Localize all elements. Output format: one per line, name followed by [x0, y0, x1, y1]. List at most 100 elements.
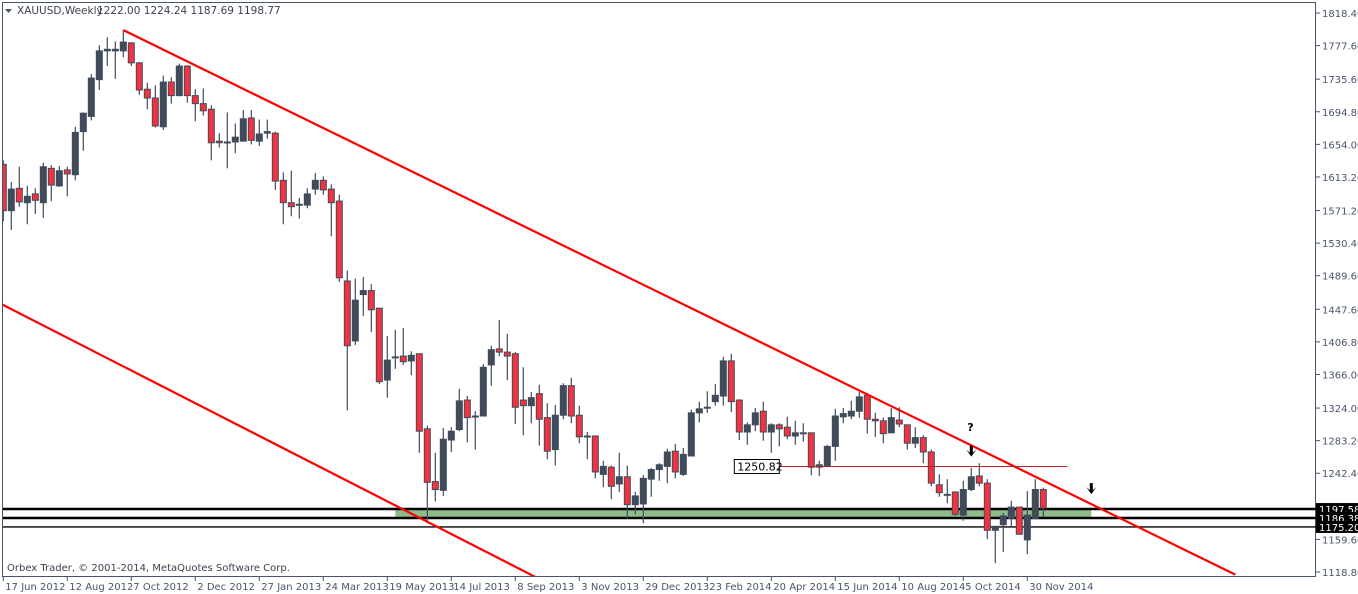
price-axis: 1818.40 1777.60 1735.60 1694.80 1654.00 1613.…	[1316, 9, 1358, 579]
bull-candle-body	[631, 495, 639, 506]
candle	[207, 105, 215, 161]
candle	[983, 479, 991, 540]
candle	[103, 37, 111, 67]
bull-candle-body	[711, 394, 719, 403]
candle	[743, 422, 751, 445]
triangle-down-icon[interactable]	[5, 9, 12, 13]
candle	[495, 320, 503, 357]
candle	[591, 435, 599, 479]
bear-candle-body	[903, 424, 911, 444]
candle	[111, 41, 119, 79]
bear-candle-body	[335, 200, 343, 279]
bear-candle-body	[519, 399, 527, 407]
y-tick-label: 1694.80	[1322, 108, 1358, 119]
candle	[831, 408, 839, 461]
bear-candle-body	[423, 428, 431, 483]
candle	[919, 435, 927, 464]
y-tick-label: 1613.20	[1322, 173, 1358, 184]
bull-candle-body	[383, 359, 391, 381]
candle	[303, 188, 311, 209]
x-tick-label: 15 Jun 2014	[837, 582, 897, 593]
candle	[343, 270, 351, 411]
chart-header: XAUUSD,Weekly 1222.00 1224.24 1187.69 11…	[5, 5, 281, 17]
candle	[159, 75, 167, 130]
candle	[535, 384, 543, 446]
bull-candle-body	[439, 438, 447, 491]
bull-candle-body	[239, 118, 247, 142]
plot-frame	[2, 2, 1316, 577]
arrow-down-icon	[1086, 483, 1097, 495]
candle	[319, 176, 327, 195]
candle	[423, 425, 431, 524]
candle	[999, 512, 1007, 552]
copyright-text: Orbex Trader, © 2001-2014, MetaQuotes So…	[7, 563, 290, 574]
candle	[335, 194, 343, 282]
candle	[583, 432, 591, 460]
candle	[879, 417, 887, 444]
bull-candle-body	[175, 65, 183, 97]
candle	[767, 423, 775, 453]
bull-candle-body	[911, 437, 919, 444]
candle	[95, 45, 103, 91]
candle	[703, 391, 711, 413]
x-tick-label: 7 Oct 2012	[133, 582, 188, 593]
bull-candle-body	[695, 408, 703, 414]
candle	[615, 452, 623, 492]
bull-candle-body	[831, 415, 839, 447]
bull-candle-body	[599, 465, 607, 475]
x-tick-label: 23 Feb 2014	[709, 582, 771, 593]
candle	[175, 63, 183, 97]
bear-candle-body	[935, 484, 943, 494]
candle	[31, 188, 39, 214]
candle	[943, 479, 951, 504]
bull-candle-body	[687, 412, 695, 457]
bear-candle-body	[951, 491, 959, 515]
bear-candle-body	[15, 187, 23, 203]
y-tick-label: 1324.00	[1322, 404, 1358, 415]
candle	[991, 525, 999, 564]
bull-candle-body	[839, 413, 847, 418]
bear-candle-body	[975, 475, 983, 484]
bear-candle-body	[863, 394, 871, 420]
y-tick-label: 1242.40	[1322, 469, 1358, 480]
y-tick-label: 1159.60	[1322, 535, 1358, 546]
bull-candle-body	[791, 432, 799, 437]
candle	[599, 460, 607, 488]
bull-candle-body	[639, 477, 647, 505]
ohlc-readout: 1222.00 1224.24 1187.69 1198.77	[97, 5, 281, 17]
bear-candle-body	[31, 193, 39, 201]
candle	[479, 364, 487, 417]
candle	[783, 416, 791, 440]
bull-candle-body	[71, 131, 79, 176]
bull-candle-body	[359, 290, 367, 296]
bull-candle-body	[447, 430, 455, 441]
y-tick-label: 1489.60	[1322, 272, 1358, 283]
bear-candle-body	[511, 353, 519, 408]
candle	[663, 448, 671, 484]
bull-candle-body	[351, 299, 359, 342]
x-tick-label: 5 Oct 2014	[965, 582, 1020, 593]
candle	[63, 166, 71, 197]
candle	[975, 463, 983, 487]
bear-candle-body	[343, 280, 351, 347]
candle	[231, 123, 239, 154]
bear-candle-body	[135, 62, 143, 91]
bull-candle-body	[487, 349, 495, 366]
bear-candle-body	[983, 482, 991, 531]
candle	[967, 467, 975, 492]
question-mark-icon: ?	[967, 421, 973, 434]
bull-candle-body	[967, 476, 975, 491]
bear-candle-body	[591, 435, 599, 473]
bull-candle-body	[159, 81, 167, 128]
candle	[799, 423, 807, 442]
bull-candle-body	[1023, 514, 1031, 541]
candle	[215, 133, 223, 148]
bull-candle-body	[1031, 489, 1039, 519]
candle	[847, 400, 855, 420]
bear-candle-body	[287, 202, 295, 208]
candle	[359, 276, 367, 317]
price-label: 1186.38	[1319, 514, 1358, 525]
candle	[735, 399, 743, 441]
candle	[119, 30, 127, 58]
